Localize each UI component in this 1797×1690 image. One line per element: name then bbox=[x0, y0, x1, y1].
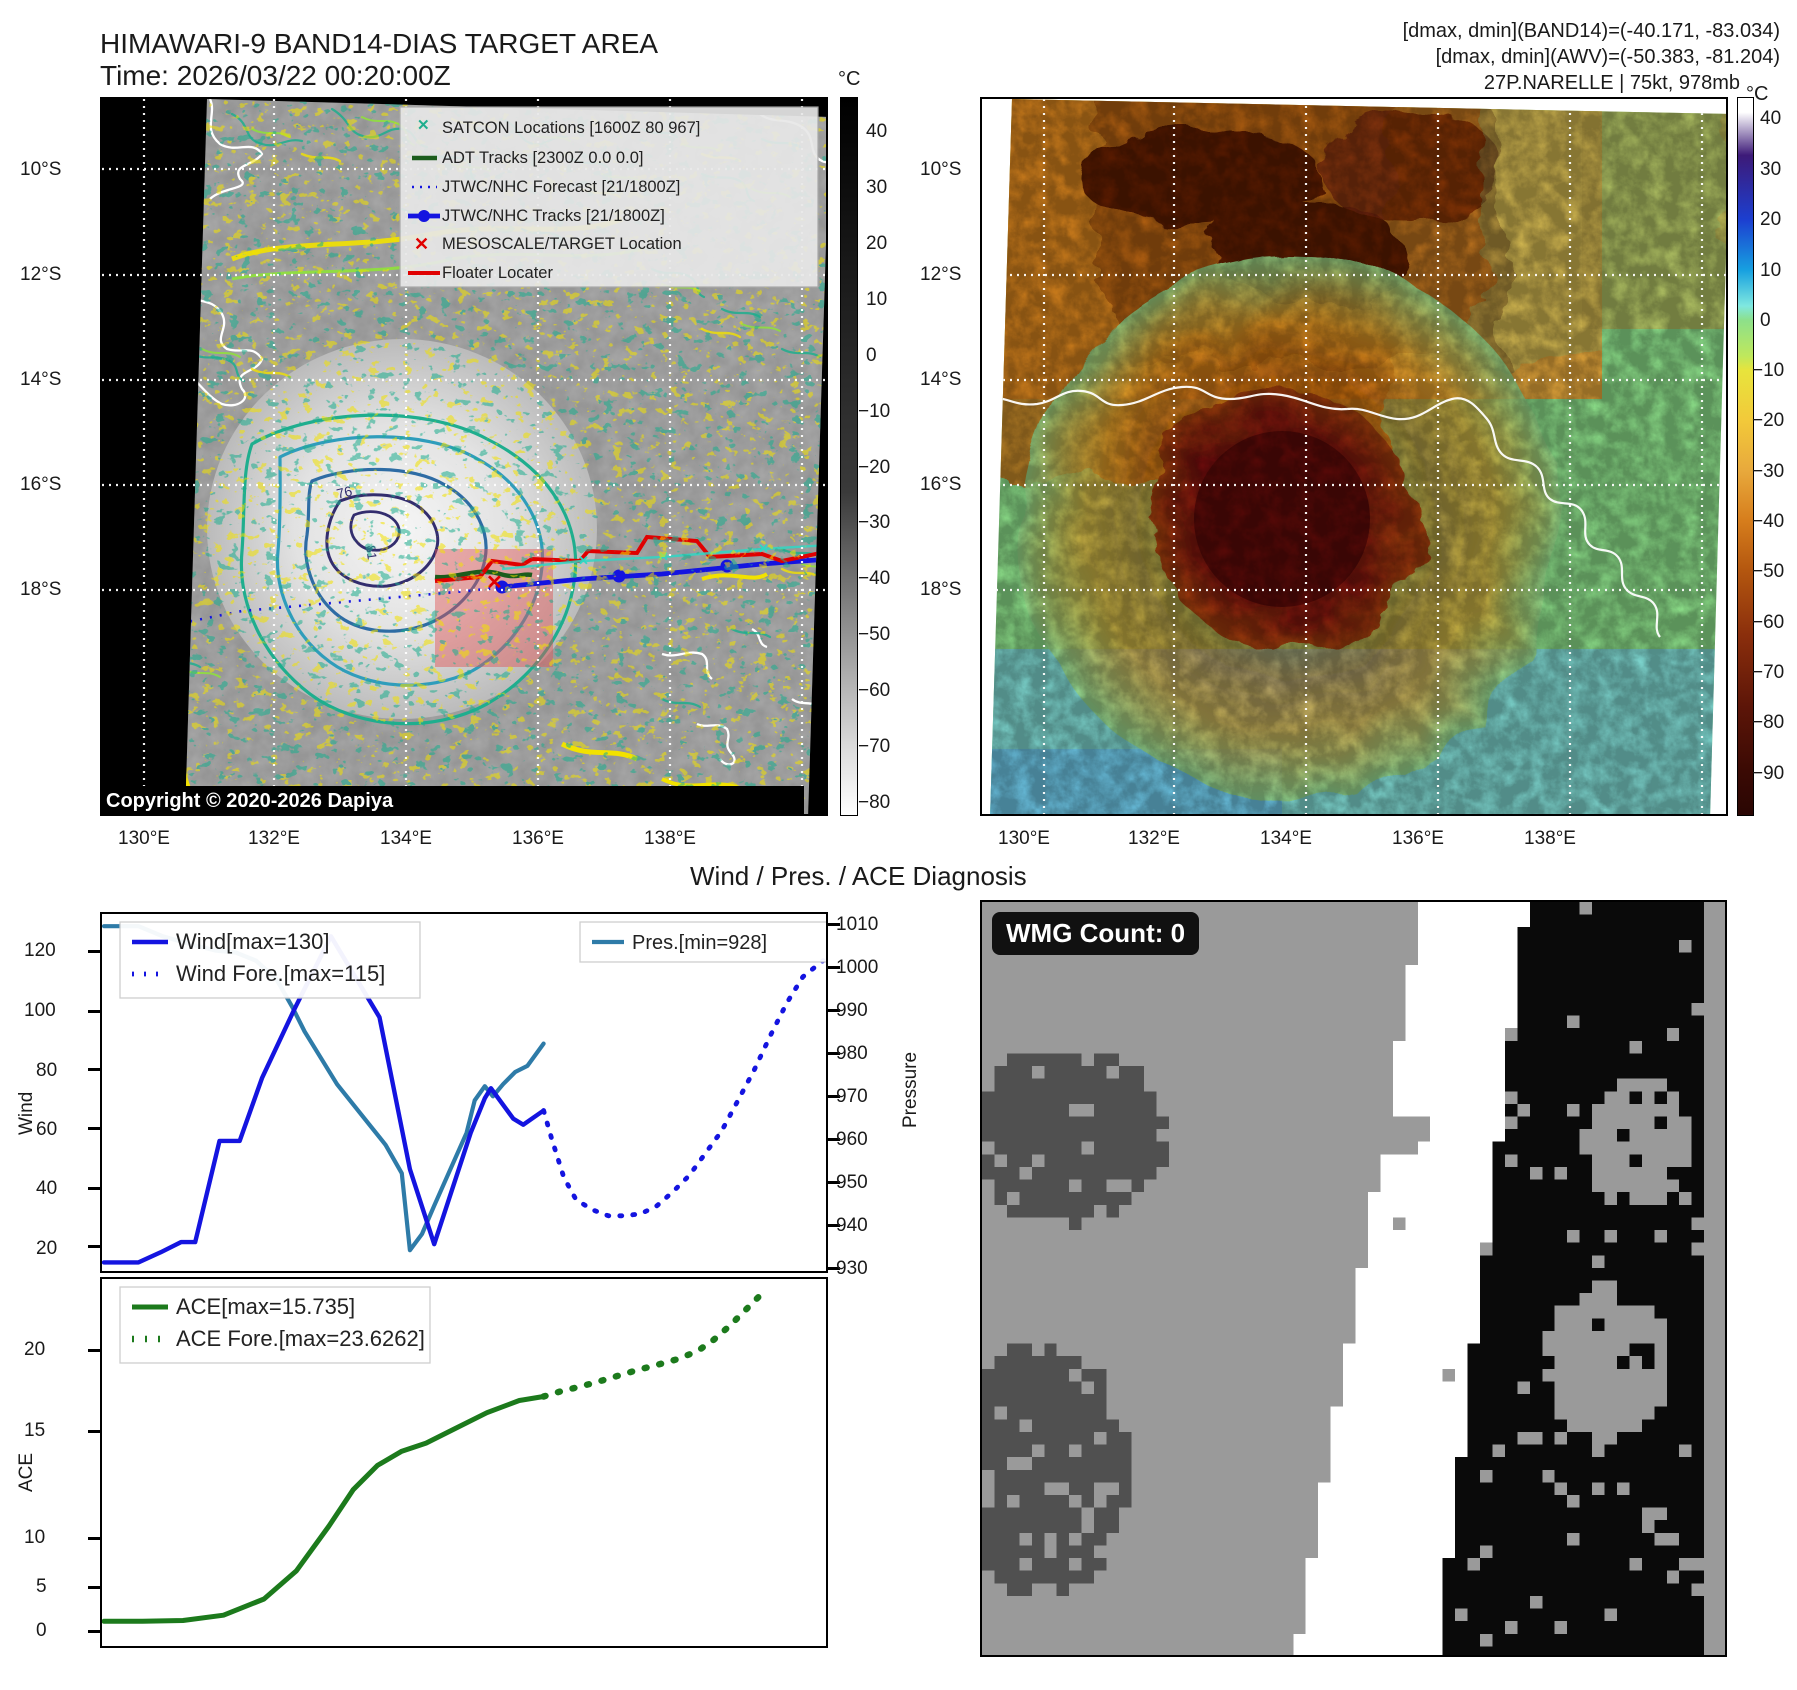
svg-text:JTWC/NHC Forecast [21/1800Z]: JTWC/NHC Forecast [21/1800Z] bbox=[442, 178, 680, 196]
svg-text:Floater Locater: Floater Locater bbox=[442, 264, 553, 282]
svg-text:✕: ✕ bbox=[414, 234, 429, 254]
svg-text:ADT Tracks [2300Z 0.0 0.0]: ADT Tracks [2300Z 0.0 0.0] bbox=[442, 149, 643, 167]
svg-text:Wind[max=130]: Wind[max=130] bbox=[176, 929, 329, 954]
svg-text:Wind Fore.[max=115]: Wind Fore.[max=115] bbox=[176, 961, 385, 986]
svg-text:ACE[max=15.735]: ACE[max=15.735] bbox=[176, 1294, 355, 1319]
svg-text:MESOSCALE/TARGET Location: MESOSCALE/TARGET Location bbox=[442, 235, 682, 253]
svg-text:SATCON Locations [1600Z 80 967: SATCON Locations [1600Z 80 967] bbox=[442, 119, 700, 137]
svg-text:ACE Fore.[max=23.6262]: ACE Fore.[max=23.6262] bbox=[176, 1326, 425, 1351]
svg-text:Pres.[min=928]: Pres.[min=928] bbox=[632, 932, 767, 954]
svg-text:JTWC/NHC Tracks [21/1800Z]: JTWC/NHC Tracks [21/1800Z] bbox=[442, 207, 665, 225]
svg-text:✕: ✕ bbox=[417, 117, 430, 134]
